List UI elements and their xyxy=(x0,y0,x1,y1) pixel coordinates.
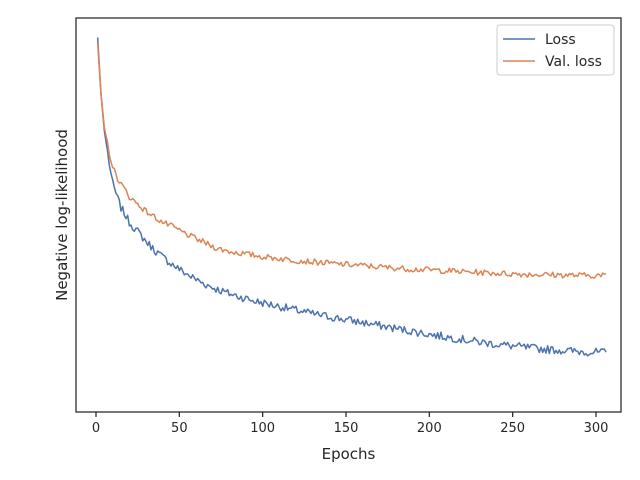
x-tick-label: 0 xyxy=(92,421,100,436)
legend-box xyxy=(496,24,615,76)
series-lines xyxy=(96,37,607,357)
legend-label: Val. loss xyxy=(545,54,602,70)
legend-label: Loss xyxy=(545,32,576,48)
x-tick-label: 250 xyxy=(500,421,525,436)
x-axis-label: Epochs xyxy=(322,445,376,463)
plot-frame xyxy=(75,17,622,413)
x-tick-label: 300 xyxy=(584,421,609,436)
series-line-2 xyxy=(96,42,607,279)
series-line-1 xyxy=(96,37,607,357)
x-tick-label: 150 xyxy=(334,421,359,436)
y-axis-label: Negative log-likelihood xyxy=(53,129,71,301)
x-tick-label: 100 xyxy=(250,421,275,436)
x-axis-ticks: 0 50 100 150 200 250 300 xyxy=(92,412,609,436)
legend: Loss Val. loss xyxy=(496,24,615,76)
x-tick-label: 200 xyxy=(417,421,442,436)
x-tick-label: 50 xyxy=(171,421,188,436)
